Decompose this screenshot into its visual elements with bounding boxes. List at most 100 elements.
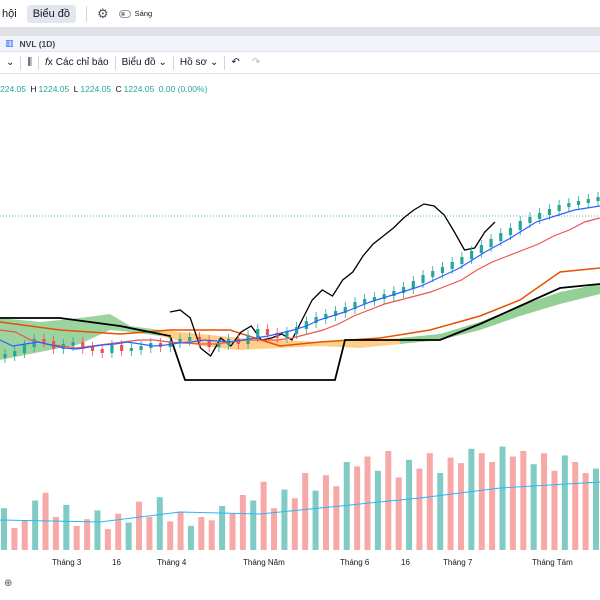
volume-bar: [281, 489, 288, 550]
volume-bar: [478, 453, 485, 550]
divider-strip: [0, 28, 600, 36]
senkou-b-line: [0, 283, 600, 381]
tab-partial[interactable]: hội: [2, 7, 17, 20]
candle-body: [440, 267, 445, 273]
candle-body: [295, 327, 299, 334]
volume-bar: [84, 519, 91, 550]
divider: [172, 55, 174, 70]
low-label: L: [73, 84, 79, 94]
volume-bar: [354, 466, 361, 550]
ohlc-legend: 224.05 H 1224.05 L 1224.05 C 1224.05 0.00 (…: [0, 84, 209, 94]
settings-icon[interactable]: ⊕: [4, 578, 13, 589]
candle-body: [489, 239, 493, 247]
volume-bar: [187, 525, 194, 550]
top-navbar: hội Biểu đồ ⚙ Sáng: [0, 0, 600, 28]
volume-bar: [219, 506, 226, 550]
redo-icon[interactable]: ↷: [251, 57, 261, 68]
candle-body: [188, 337, 192, 341]
candle-body: [333, 311, 338, 316]
senkou-line: [0, 267, 600, 347]
divider: [86, 5, 87, 22]
volume-ma-line: [0, 481, 600, 523]
candle-body: [576, 201, 581, 205]
volume-bar: [156, 497, 163, 550]
candle-body: [382, 294, 386, 299]
cloud-area-green: [400, 284, 600, 344]
volume-bar: [468, 448, 475, 550]
chevron-down-icon[interactable]: ⌄: [6, 57, 15, 68]
candle-body: [363, 299, 367, 304]
candle-body: [508, 228, 513, 235]
candle-body: [372, 297, 377, 301]
volume-bar: [499, 446, 506, 550]
candle-body: [139, 346, 143, 350]
candle-body: [567, 203, 571, 207]
volume-bar: [561, 455, 568, 550]
close-value: 1224.05: [123, 84, 155, 94]
theme-toggle[interactable]: Sáng: [118, 9, 152, 18]
candle-body: [411, 281, 415, 289]
profile-menu-button[interactable]: Hồ sơ ⌄: [174, 57, 225, 68]
candle-body: [304, 321, 308, 329]
candles-icon[interactable]: ⫼: [27, 57, 32, 68]
tab-chart[interactable]: Biểu đồ: [26, 4, 76, 23]
candle-body: [343, 307, 347, 313]
volume-bar: [593, 468, 599, 550]
volume-bar: [52, 517, 59, 550]
volume-bar: [489, 462, 496, 550]
candle-body: [42, 339, 46, 343]
divider: [38, 55, 39, 70]
volume-bar: [530, 464, 537, 550]
x-tick-label: Tháng 4: [157, 558, 187, 567]
divider: [224, 55, 226, 70]
candle-body: [314, 317, 318, 323]
chart-header: ▥ NVL (1D): [0, 36, 600, 52]
volume-bar: [125, 522, 132, 550]
volume-bar: [437, 473, 444, 550]
x-tick-label: Tháng 7: [443, 558, 473, 567]
candle-body: [120, 345, 124, 351]
undo-icon[interactable]: ↶: [231, 57, 240, 68]
candle-body: [518, 221, 522, 230]
candle-body: [431, 271, 435, 277]
volume-bar: [520, 451, 527, 550]
volume-bar: [167, 521, 174, 550]
volume-bar: [302, 473, 309, 550]
x-tick-label: Tháng 6: [340, 558, 370, 567]
volume-bar: [582, 473, 589, 550]
candle-body: [479, 245, 483, 253]
volume-bar: [541, 453, 548, 550]
chart-menu-button[interactable]: Biểu đồ ⌄: [116, 57, 173, 68]
gear-icon[interactable]: ⚙: [97, 5, 109, 21]
tenkan-line: [0, 205, 600, 350]
volume-bar: [426, 453, 433, 550]
candle-body: [499, 233, 503, 241]
candle-body: [547, 209, 551, 215]
volume-bar: [73, 525, 80, 550]
indicators-button[interactable]: fx Các chỉ báo: [39, 57, 115, 68]
volume-bar: [374, 470, 381, 550]
candle-body: [217, 343, 221, 347]
volume-bar: [250, 500, 257, 550]
candle-body: [3, 354, 7, 358]
high-label: H: [30, 84, 37, 94]
candle-body: [129, 348, 133, 351]
candle-body: [538, 213, 542, 219]
chevron-down-icon: ⌄: [158, 57, 167, 68]
volume-bar: [115, 513, 122, 550]
symbol-label[interactable]: NVL (1D): [19, 38, 56, 49]
low-value: 1224.05: [80, 84, 112, 94]
candle-body: [460, 257, 464, 264]
divider: [20, 55, 22, 70]
candle-body: [81, 342, 85, 349]
toggle-switch-icon[interactable]: [118, 9, 131, 18]
volume-bar: [447, 457, 454, 550]
open-value: 224.05: [0, 84, 26, 94]
volume-bar: [104, 529, 111, 550]
volume-bar: [32, 500, 39, 550]
candle-body: [528, 217, 532, 223]
candle-body: [275, 333, 279, 338]
x-tick-label: Tháng Tám: [532, 558, 573, 567]
price-chart[interactable]: [0, 95, 600, 556]
chart-type-icon: ▥: [5, 38, 14, 48]
